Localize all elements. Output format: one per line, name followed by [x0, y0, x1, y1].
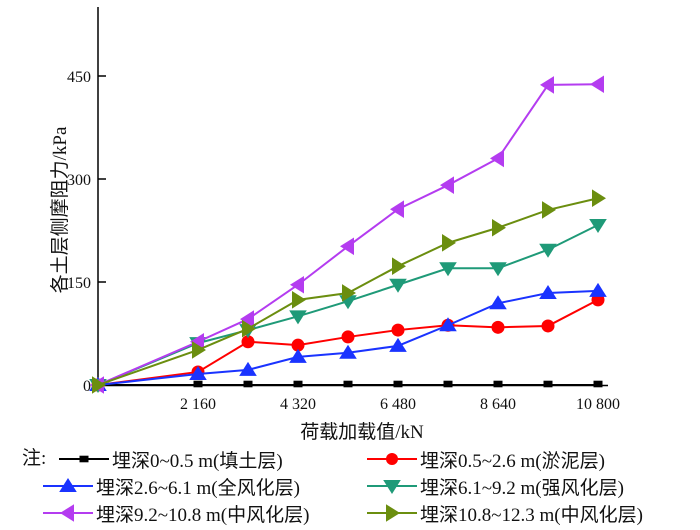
data-point — [439, 262, 457, 277]
data-point — [241, 335, 255, 349]
data-point — [390, 200, 404, 219]
data-point — [539, 243, 557, 258]
data-point — [491, 320, 505, 334]
y-tick-label: 0 — [83, 378, 91, 395]
data-point — [343, 380, 353, 388]
series-line — [97, 224, 599, 386]
data-point — [443, 380, 453, 388]
series-line — [97, 83, 599, 386]
legend-marker — [386, 453, 398, 465]
series-0 — [93, 380, 603, 388]
data-point — [240, 310, 254, 328]
legend-label: 埋深2.6~6.1 m(全风化层) — [96, 477, 300, 499]
x-axis-title: 荷载加载值/kN — [300, 421, 424, 443]
y-tick-label: 150 — [67, 275, 91, 292]
legend-marker — [59, 478, 77, 492]
data-point — [193, 380, 203, 388]
legend: 注: 埋深0~0.5 m(填土层) 埋深0.5~2.6 m(淤泥层) 埋深2.6… — [0, 446, 700, 530]
data-point — [239, 361, 257, 376]
data-point — [493, 380, 503, 388]
data-point — [289, 348, 307, 363]
x-tick-label: 4 320 — [280, 396, 316, 413]
legend-label: 埋深6.1~9.2 m(强风化层) — [420, 477, 624, 499]
data-point — [243, 380, 253, 388]
data-point — [291, 338, 305, 352]
x-tick-label: 6 480 — [380, 396, 416, 413]
y-ticks: 0 150 300 450 — [67, 69, 106, 395]
legend-marker — [383, 480, 401, 494]
data-point — [490, 149, 504, 168]
data-point — [590, 75, 604, 94]
legend-item: 埋深10.8~12.3 m(中风化层) — [364, 500, 643, 526]
data-point — [189, 366, 207, 381]
legend-label: 埋深9.2~10.8 m(中风化层) — [96, 504, 310, 526]
y-axis-title: 各土层侧摩阻力/kPa — [49, 126, 71, 293]
data-point — [440, 176, 454, 194]
legend-marker-triangle-right-icon — [367, 504, 417, 522]
legend-marker-triangle-down-icon — [367, 480, 417, 494]
x-tick-label: 10 800 — [576, 396, 620, 413]
data-point — [391, 323, 405, 337]
legend-item: 埋深0.5~2.6 m(淤泥层) — [364, 446, 605, 472]
data-point — [589, 219, 607, 234]
data-point — [393, 380, 403, 388]
axes — [97, 7, 608, 387]
data-point — [489, 295, 507, 310]
legend-marker — [386, 504, 400, 522]
data-point — [339, 344, 357, 359]
data-point — [290, 275, 304, 294]
legend-marker-triangle-left-icon — [43, 504, 93, 522]
data-point — [492, 218, 506, 237]
data-point — [289, 310, 307, 325]
data-point — [341, 330, 355, 344]
x-tick-label: 8 640 — [480, 396, 516, 413]
legend-label: 埋深0.5~2.6 m(淤泥层) — [420, 450, 605, 472]
data-point — [92, 376, 106, 394]
legend-marker-triangle-up-icon — [43, 478, 93, 492]
series-5 — [92, 189, 606, 394]
data-point — [293, 380, 303, 388]
data-point — [542, 201, 556, 219]
y-tick-label: 300 — [67, 172, 91, 189]
data-point — [340, 237, 354, 256]
legend-marker — [79, 455, 89, 463]
data-point — [540, 76, 554, 94]
data-point — [489, 262, 507, 277]
data-point — [389, 337, 407, 352]
legend-item: 埋深6.1~9.2 m(强风化层) — [364, 473, 624, 499]
data-point — [593, 380, 603, 388]
data-point — [592, 189, 606, 208]
chart: 0 150 300 450 2 160 4 320 6 480 8 640 10 800 荷载… — [49, 7, 620, 443]
x-ticks: 2 160 4 320 6 480 8 640 10 800 — [180, 396, 620, 413]
data-point — [589, 282, 607, 297]
data-point — [392, 257, 406, 276]
data-point — [192, 341, 206, 359]
series-line — [97, 197, 599, 386]
data-point — [442, 234, 456, 252]
data-point — [342, 284, 356, 302]
data-point — [389, 278, 407, 293]
data-point — [541, 319, 555, 333]
legend-note: 注: — [22, 448, 47, 469]
legend-marker-circle-icon — [367, 453, 417, 465]
legend-item: 埋深0~0.5 m(填土层) — [56, 446, 283, 472]
data-point — [292, 291, 306, 309]
series-layer — [89, 75, 607, 394]
data-point — [543, 380, 553, 388]
legend-item: 埋深2.6~6.1 m(全风化层) — [40, 473, 300, 499]
series-line — [97, 298, 599, 386]
legend-item: 埋深9.2~10.8 m(中风化层) — [40, 500, 309, 526]
data-point — [439, 317, 457, 332]
legend-marker-square-icon — [59, 455, 109, 463]
data-point — [242, 319, 256, 338]
data-point — [539, 284, 557, 299]
series-line — [97, 289, 599, 386]
legend-label: 埋深0~0.5 m(填土层) — [112, 450, 283, 472]
y-tick-label: 450 — [67, 69, 91, 86]
series-4 — [90, 75, 604, 394]
data-point — [190, 332, 204, 351]
x-tick-label: 2 160 — [180, 396, 216, 413]
legend-marker — [60, 504, 74, 522]
legend-label: 埋深10.8~12.3 m(中风化层) — [420, 504, 643, 526]
